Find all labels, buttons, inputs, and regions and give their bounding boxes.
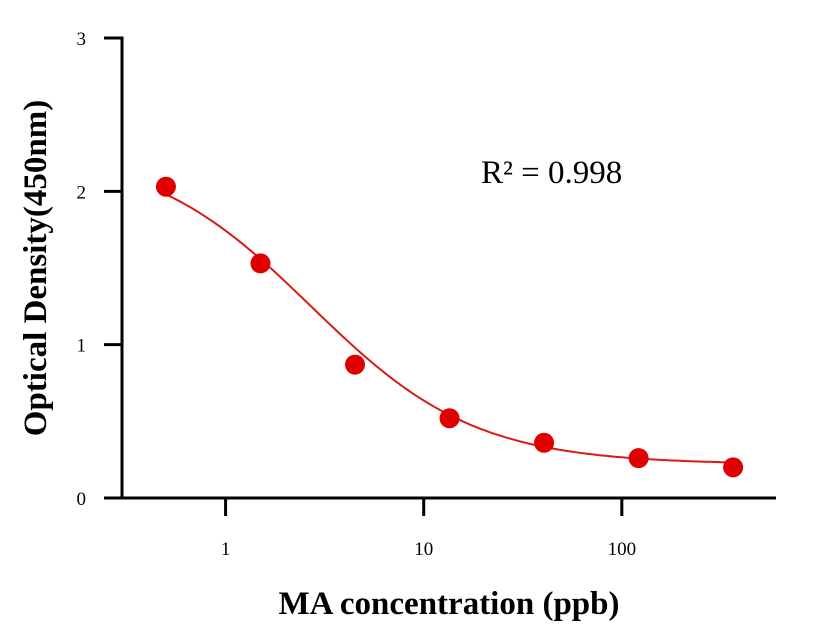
x-tick-label: 100 [608, 539, 637, 560]
data-point [534, 432, 555, 453]
y-ticks: 0 1 2 3 [77, 29, 122, 510]
y-tick-label: 2 [77, 182, 87, 203]
x-ticks: 1 10 100 [221, 498, 636, 560]
y-tick-label: 3 [77, 29, 87, 50]
x-axis-title: MA concentration (ppb) [279, 586, 620, 622]
data-point [628, 448, 649, 469]
data-point [250, 253, 271, 274]
data-point [723, 457, 744, 478]
x-tick-label: 1 [221, 539, 231, 560]
y-tick-label: 0 [77, 489, 87, 510]
y-axis-title: Optical Density(450nm) [18, 100, 54, 436]
data-point [155, 176, 176, 197]
r-squared-annotation: R² = 0.998 [481, 155, 622, 191]
data-point [439, 408, 460, 429]
axes [120, 36, 776, 500]
data-point [345, 354, 366, 375]
data-points-layer [155, 176, 744, 478]
x-tick-label: 10 [414, 539, 433, 560]
y-tick-label: 1 [77, 336, 87, 357]
